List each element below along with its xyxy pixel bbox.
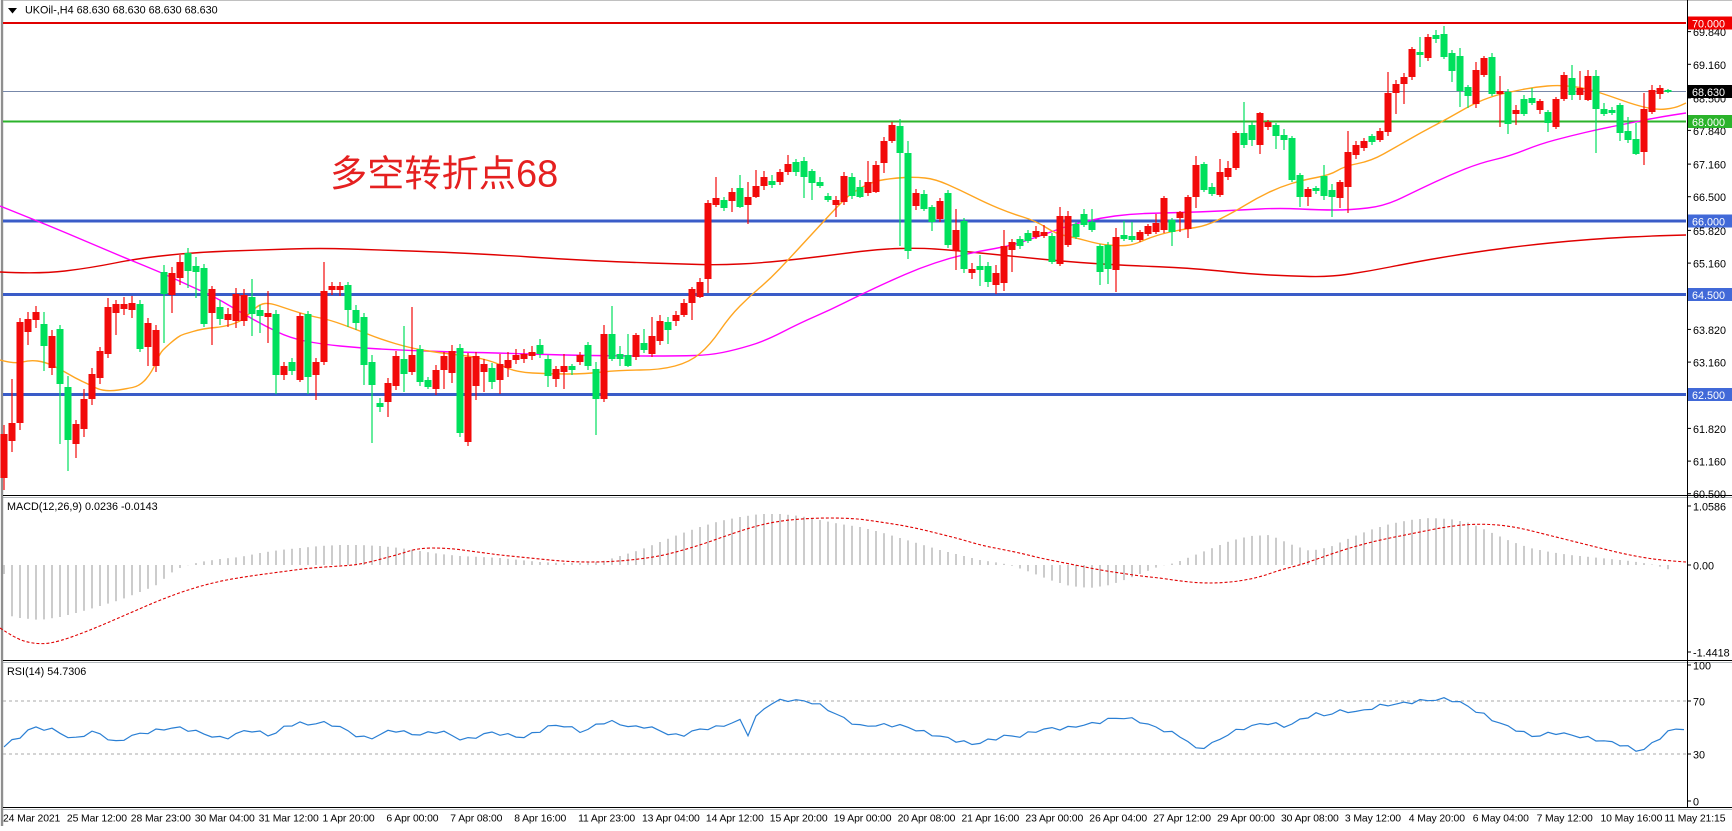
svg-text:0.00: 0.00 xyxy=(1693,561,1714,573)
svg-text:15 Apr 20:00: 15 Apr 20:00 xyxy=(770,814,828,825)
svg-text:26 Apr 04:00: 26 Apr 04:00 xyxy=(1089,814,1147,825)
svg-text:70: 70 xyxy=(1693,697,1705,709)
svg-text:0: 0 xyxy=(1693,797,1699,809)
svg-text:UKOil-,H4 68.630 68.630 68.63: UKOil-,H4 68.630 68.630 68.630 68.630 xyxy=(25,5,218,17)
svg-text:67.840: 67.840 xyxy=(1693,126,1726,138)
svg-text:6 May 04:00: 6 May 04:00 xyxy=(1473,814,1529,825)
svg-text:1 Apr 20:00: 1 Apr 20:00 xyxy=(323,814,375,825)
svg-text:61.820: 61.820 xyxy=(1693,424,1726,436)
svg-text:27 Apr 12:00: 27 Apr 12:00 xyxy=(1153,814,1211,825)
svg-text:70.000: 70.000 xyxy=(1692,19,1725,31)
svg-text:7 May 12:00: 7 May 12:00 xyxy=(1537,814,1593,825)
svg-text:19 Apr 00:00: 19 Apr 00:00 xyxy=(834,814,892,825)
svg-text:10 May 16:00: 10 May 16:00 xyxy=(1601,814,1663,825)
svg-text:14 Apr 12:00: 14 Apr 12:00 xyxy=(706,814,764,825)
svg-text:21 Apr 16:00: 21 Apr 16:00 xyxy=(962,814,1020,825)
svg-text:24 Mar 2021: 24 Mar 2021 xyxy=(3,814,61,825)
svg-text:23 Apr 00:00: 23 Apr 00:00 xyxy=(1025,814,1083,825)
svg-text:20 Apr 08:00: 20 Apr 08:00 xyxy=(898,814,956,825)
svg-text:68: 68 xyxy=(516,154,558,196)
svg-text:8 Apr 16:00: 8 Apr 16:00 xyxy=(514,814,566,825)
svg-text:64.500: 64.500 xyxy=(1692,290,1725,302)
svg-text:67.160: 67.160 xyxy=(1693,160,1726,172)
svg-text:66.000: 66.000 xyxy=(1692,217,1725,229)
svg-text:65.820: 65.820 xyxy=(1693,226,1726,238)
svg-text:63.160: 63.160 xyxy=(1693,358,1726,370)
svg-text:63.820: 63.820 xyxy=(1693,325,1726,337)
svg-text:-1.4418: -1.4418 xyxy=(1693,648,1730,660)
svg-text:11 May 21:15: 11 May 21:15 xyxy=(1664,814,1725,825)
svg-text:65.160: 65.160 xyxy=(1693,259,1726,271)
svg-text:62.500: 62.500 xyxy=(1692,390,1725,402)
svg-text:30 Apr 08:00: 30 Apr 08:00 xyxy=(1281,814,1339,825)
svg-text:69.160: 69.160 xyxy=(1693,60,1726,72)
svg-text:68.000: 68.000 xyxy=(1692,117,1725,129)
svg-text:13 Apr 04:00: 13 Apr 04:00 xyxy=(642,814,700,825)
svg-text:31 Mar 12:00: 31 Mar 12:00 xyxy=(259,814,319,825)
svg-text:11 Apr 23:00: 11 Apr 23:00 xyxy=(578,814,635,825)
svg-text:RSI(14) 54.7306: RSI(14) 54.7306 xyxy=(7,666,86,678)
svg-text:4 May 20:00: 4 May 20:00 xyxy=(1409,814,1465,825)
svg-text:30 Mar 04:00: 30 Mar 04:00 xyxy=(195,814,255,825)
svg-text:68.630: 68.630 xyxy=(1692,87,1725,99)
svg-text:MACD(12,26,9) 0.0236 -0.0143: MACD(12,26,9) 0.0236 -0.0143 xyxy=(7,501,158,513)
svg-text:100: 100 xyxy=(1693,661,1711,673)
svg-text:69.840: 69.840 xyxy=(1693,27,1726,39)
svg-text:7 Apr 08:00: 7 Apr 08:00 xyxy=(450,814,502,825)
svg-text:60.500: 60.500 xyxy=(1693,489,1726,501)
svg-text:66.500: 66.500 xyxy=(1693,192,1726,204)
svg-text:6 Apr 00:00: 6 Apr 00:00 xyxy=(386,814,438,825)
svg-text:3 May 12:00: 3 May 12:00 xyxy=(1345,814,1401,825)
svg-text:29 Apr 00:00: 29 Apr 00:00 xyxy=(1217,814,1275,825)
svg-text:28 Mar 23:00: 28 Mar 23:00 xyxy=(131,814,191,825)
svg-text:61.160: 61.160 xyxy=(1693,457,1726,469)
svg-text:30: 30 xyxy=(1693,750,1705,762)
svg-text:1.0586: 1.0586 xyxy=(1693,502,1726,514)
svg-text:25 Mar 12:00: 25 Mar 12:00 xyxy=(67,814,127,825)
